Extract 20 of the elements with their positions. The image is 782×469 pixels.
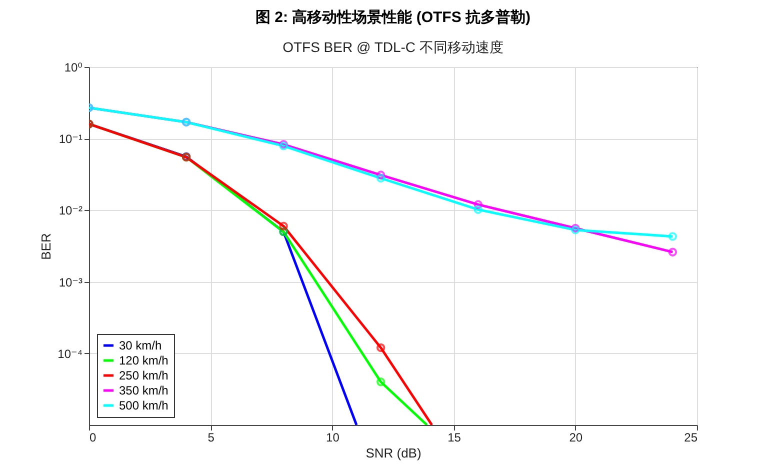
legend-label: 350 km/h: [119, 384, 168, 398]
y-axis-title: BER: [38, 233, 54, 260]
legend-label: 30 km/h: [119, 338, 162, 352]
legend-label: 500 km/h: [119, 398, 168, 412]
y-tick-label: 10⁻³: [58, 275, 82, 290]
x-tick-label: 0: [90, 430, 96, 444]
legend-label: 120 km/h: [119, 354, 168, 368]
x-tick-label: 20: [569, 430, 583, 444]
y-tick-label: 10⁻²: [58, 204, 82, 218]
y-tick-label: 10⁰: [64, 60, 83, 74]
x-tick-label: 5: [208, 430, 215, 444]
x-axis-title: SNR (dB): [366, 446, 422, 460]
legend-label: 250 km/h: [119, 368, 168, 382]
y-tick-label: 10⁻¹: [58, 132, 82, 146]
chart-title: 图 2: 高移动性场景性能 (OTFS 抗多普勒): [256, 8, 530, 26]
x-tick-label: 25: [684, 430, 698, 444]
x-tick-label: 10: [326, 430, 340, 444]
chart-subtitle: OTFS BER @ TDL-C 不同移动速度: [282, 39, 504, 55]
y-tick-label: 10⁻⁴: [58, 346, 82, 361]
x-tick-label: 15: [448, 430, 462, 444]
